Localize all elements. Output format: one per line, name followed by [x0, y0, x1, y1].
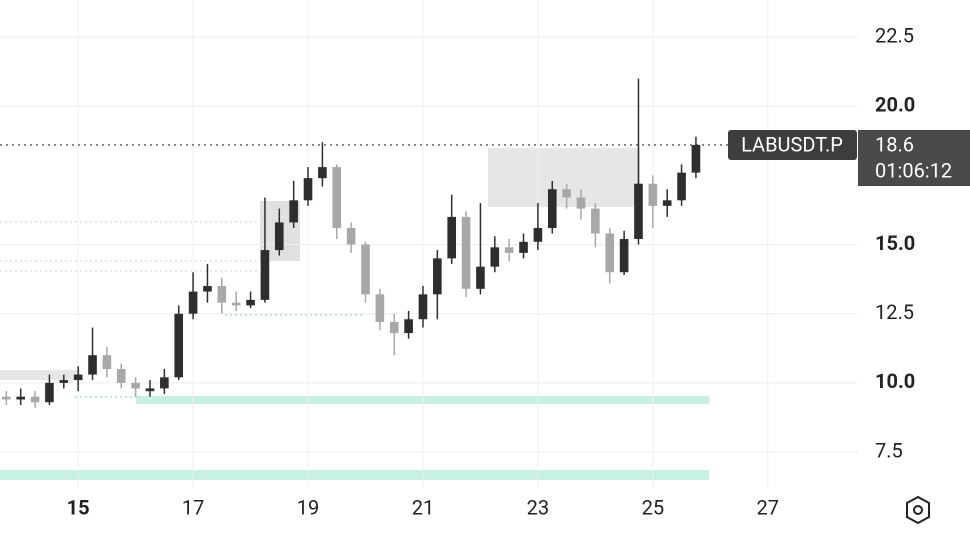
candle-body	[490, 247, 500, 267]
candle-body	[174, 313, 184, 378]
x-tick-label: 25	[642, 495, 664, 519]
candle-body	[116, 369, 126, 383]
candle-body	[274, 222, 284, 251]
zone-box	[0, 370, 80, 380]
candle-body	[16, 396, 25, 400]
candle-body	[361, 244, 370, 295]
candle-body	[203, 286, 212, 292]
settings-icon-dot	[913, 505, 923, 515]
candle-body	[418, 294, 428, 320]
candle-body	[634, 183, 643, 240]
settings-icon[interactable]	[906, 495, 930, 525]
x-tick-label: 21	[412, 495, 434, 519]
price-box	[858, 130, 970, 186]
candle-body	[504, 247, 514, 253]
candle-body	[45, 382, 54, 403]
y-tick-label: 7.5	[875, 438, 903, 462]
candle-body	[145, 388, 155, 392]
candle-body	[662, 200, 672, 206]
candle-body	[346, 227, 356, 245]
candle-body	[332, 167, 342, 228]
candle-body	[533, 227, 543, 242]
symbol-box	[728, 130, 857, 160]
candle-body	[260, 250, 270, 300]
candle-body	[131, 382, 140, 389]
candle-body	[318, 167, 327, 179]
candle-body	[375, 294, 385, 323]
y-tick-label: 10.0	[875, 369, 915, 393]
candle-body	[102, 355, 112, 370]
price-label: 18.6	[875, 132, 914, 156]
candle-body	[447, 216, 457, 259]
overlay: LABUSDT.P 18.6 01:06:12	[728, 130, 970, 525]
x-tick-label: 19	[297, 495, 319, 519]
x-tick-label: 17	[182, 495, 204, 519]
candle-body	[576, 197, 586, 209]
candle-body	[30, 396, 40, 403]
y-tick-label: 12.5	[875, 300, 914, 324]
symbol-label: LABUSDT.P	[741, 132, 843, 156]
candle-body	[433, 258, 442, 295]
candle-body	[246, 299, 255, 306]
y-tick-label: 22.5	[875, 23, 914, 47]
x-tick-label: 27	[757, 495, 779, 519]
countdown-label: 01:06:12	[875, 158, 952, 182]
candle-body	[591, 208, 600, 234]
candle-body	[289, 200, 298, 223]
candle-body	[88, 355, 97, 375]
candle-body	[2, 396, 11, 400]
candle-body	[73, 374, 83, 381]
candle-body	[389, 322, 399, 334]
zone-box	[488, 148, 640, 207]
candle-body	[231, 302, 241, 306]
x-tick-label: 23	[527, 495, 549, 519]
candle-body	[691, 144, 701, 173]
candle-body	[562, 189, 571, 198]
candle-body	[677, 172, 686, 201]
candle-body	[160, 377, 169, 389]
candle-body	[303, 178, 313, 201]
x-tick-label: 15	[67, 495, 90, 519]
candles	[2, 78, 701, 408]
candle-body	[519, 241, 528, 253]
y-tick-label: 20.0	[875, 93, 915, 117]
candle-body	[59, 380, 69, 383]
candle-body	[461, 216, 471, 289]
candle-body	[188, 291, 198, 314]
candle-body	[404, 319, 413, 334]
candle-body	[605, 233, 615, 273]
candle-body	[619, 239, 629, 273]
y-tick-label: 15.0	[875, 231, 915, 255]
candle-body	[648, 183, 658, 206]
zone-teal	[0, 470, 709, 480]
candle-body	[547, 189, 557, 228]
grid: 7.5 10.0 12.5 15.0 20.0 22.5 15 17 19 21 23 25 27	[0, 0, 915, 519]
candle-body	[476, 266, 485, 289]
candle-body	[217, 286, 227, 303]
